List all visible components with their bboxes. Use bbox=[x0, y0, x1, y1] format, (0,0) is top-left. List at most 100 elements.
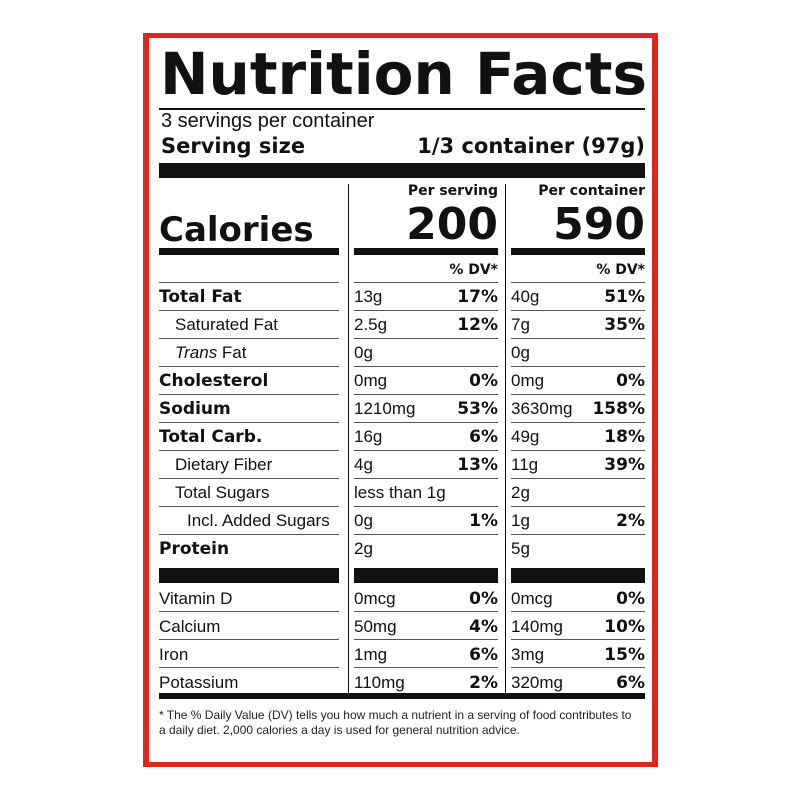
container-amount: 7g bbox=[511, 315, 530, 334]
vitamin-divider-serving bbox=[354, 568, 498, 583]
serving-size-row: Serving size 1/3 container (97g) bbox=[161, 134, 645, 158]
row-divider bbox=[159, 478, 339, 479]
container-dv: 0% bbox=[616, 589, 645, 609]
row-divider bbox=[159, 506, 339, 507]
container-amount: 320mg bbox=[511, 673, 563, 692]
container-dv: 6% bbox=[616, 673, 645, 693]
serving-amount: 50mg bbox=[354, 617, 397, 636]
label-title: Nutrition Facts bbox=[160, 40, 647, 108]
row-divider bbox=[511, 394, 645, 395]
row-divider bbox=[511, 282, 645, 283]
nutrient-label: Sodium bbox=[159, 399, 231, 419]
container-amount: 140mg bbox=[511, 617, 563, 636]
container-amount: 2g bbox=[511, 483, 530, 502]
nutrient-label: Protein bbox=[159, 539, 230, 559]
container-amount: 40g bbox=[511, 287, 540, 306]
dv-header-serving: % DV* bbox=[449, 262, 498, 278]
serving-size-value: 1/3 container (97g) bbox=[417, 134, 645, 158]
footnote-divider bbox=[159, 693, 645, 699]
label-border: Nutrition Facts 3 servings per container… bbox=[143, 33, 658, 767]
serving-amount: 1210mg bbox=[354, 399, 416, 418]
per-container-header: Per container bbox=[538, 183, 645, 199]
container-dv: 15% bbox=[604, 645, 645, 665]
serving-amount: 0mcg bbox=[354, 589, 396, 608]
container-amount: 3mg bbox=[511, 645, 545, 664]
row-divider bbox=[511, 338, 645, 339]
row-divider bbox=[159, 422, 339, 423]
container-amount: 0mg bbox=[511, 371, 545, 390]
serving-amount: 0g bbox=[354, 343, 373, 362]
container-amount: 5g bbox=[511, 539, 530, 558]
nutrient-label: Cholesterol bbox=[159, 371, 269, 391]
row-divider bbox=[511, 310, 645, 311]
container-amount: 49g bbox=[511, 427, 540, 446]
title-divider bbox=[159, 108, 645, 110]
vitamin-label: Vitamin D bbox=[159, 589, 233, 608]
per-serving-header: Per serving bbox=[407, 183, 498, 199]
calories-divider-container bbox=[511, 248, 645, 255]
row-divider bbox=[354, 394, 498, 395]
container-dv: 10% bbox=[604, 617, 645, 637]
row-divider bbox=[511, 611, 645, 612]
container-amount: 11g bbox=[511, 455, 539, 474]
container-amount: 0mcg bbox=[511, 589, 553, 608]
serving-amount: 1mg bbox=[354, 645, 388, 664]
container-dv: 18% bbox=[604, 427, 645, 447]
nutrient-label: Total Fat bbox=[159, 287, 242, 307]
serving-dv: 1% bbox=[469, 511, 498, 531]
row-divider bbox=[159, 450, 339, 451]
row-divider bbox=[354, 506, 498, 507]
serving-amount: 16g bbox=[354, 427, 383, 446]
calories-per-serving: 200 bbox=[406, 199, 498, 250]
serving-dv: 53% bbox=[457, 399, 498, 419]
serving-dv: 6% bbox=[469, 645, 498, 665]
dv-header-container: % DV* bbox=[596, 262, 645, 278]
row-divider bbox=[354, 282, 498, 283]
nutrition-facts-panel: Nutrition Facts 3 servings per container… bbox=[149, 38, 652, 762]
row-divider bbox=[511, 667, 645, 668]
serving-amount: 110mg bbox=[354, 673, 405, 692]
row-divider bbox=[354, 310, 498, 311]
row-divider bbox=[354, 366, 498, 367]
row-divider bbox=[511, 506, 645, 507]
row-divider bbox=[354, 478, 498, 479]
container-dv: 35% bbox=[604, 315, 645, 335]
container-dv: 0% bbox=[616, 371, 645, 391]
row-divider bbox=[159, 310, 339, 311]
serving-dv: 0% bbox=[469, 589, 498, 609]
serving-amount: less than 1g bbox=[354, 483, 446, 502]
serving-dv: 6% bbox=[469, 427, 498, 447]
row-divider bbox=[511, 534, 645, 535]
column-divider-container bbox=[505, 184, 506, 693]
row-divider bbox=[511, 422, 645, 423]
row-divider bbox=[159, 338, 339, 339]
row-divider bbox=[511, 478, 645, 479]
row-divider bbox=[511, 450, 645, 451]
calories-per-container: 590 bbox=[553, 199, 645, 250]
row-divider bbox=[159, 534, 339, 535]
row-divider bbox=[159, 639, 339, 640]
row-divider bbox=[511, 366, 645, 367]
container-dv: 158% bbox=[592, 399, 645, 419]
row-divider bbox=[511, 639, 645, 640]
column-divider-serving bbox=[348, 184, 349, 693]
container-dv: 2% bbox=[616, 511, 645, 531]
nutrient-label: Total Sugars bbox=[175, 483, 270, 502]
row-divider bbox=[354, 534, 498, 535]
vitamin-label: Iron bbox=[159, 645, 189, 664]
serving-size-divider bbox=[159, 163, 645, 178]
vitamin-label: Potassium bbox=[159, 673, 239, 692]
container-amount: 1g bbox=[511, 511, 530, 530]
row-divider bbox=[354, 422, 498, 423]
serving-amount: 4g bbox=[354, 455, 373, 474]
serving-dv: 17% bbox=[457, 287, 498, 307]
calories-divider-left bbox=[159, 248, 339, 255]
vitamin-divider-container bbox=[511, 568, 645, 583]
row-divider bbox=[354, 639, 498, 640]
serving-dv: 0% bbox=[469, 371, 498, 391]
nutrient-label-italic: Trans bbox=[175, 343, 218, 362]
nutrient-label: Total Carb. bbox=[159, 427, 263, 447]
serving-amount: 13g bbox=[354, 287, 383, 306]
row-divider bbox=[354, 450, 498, 451]
vitamin-divider-left bbox=[159, 568, 339, 583]
